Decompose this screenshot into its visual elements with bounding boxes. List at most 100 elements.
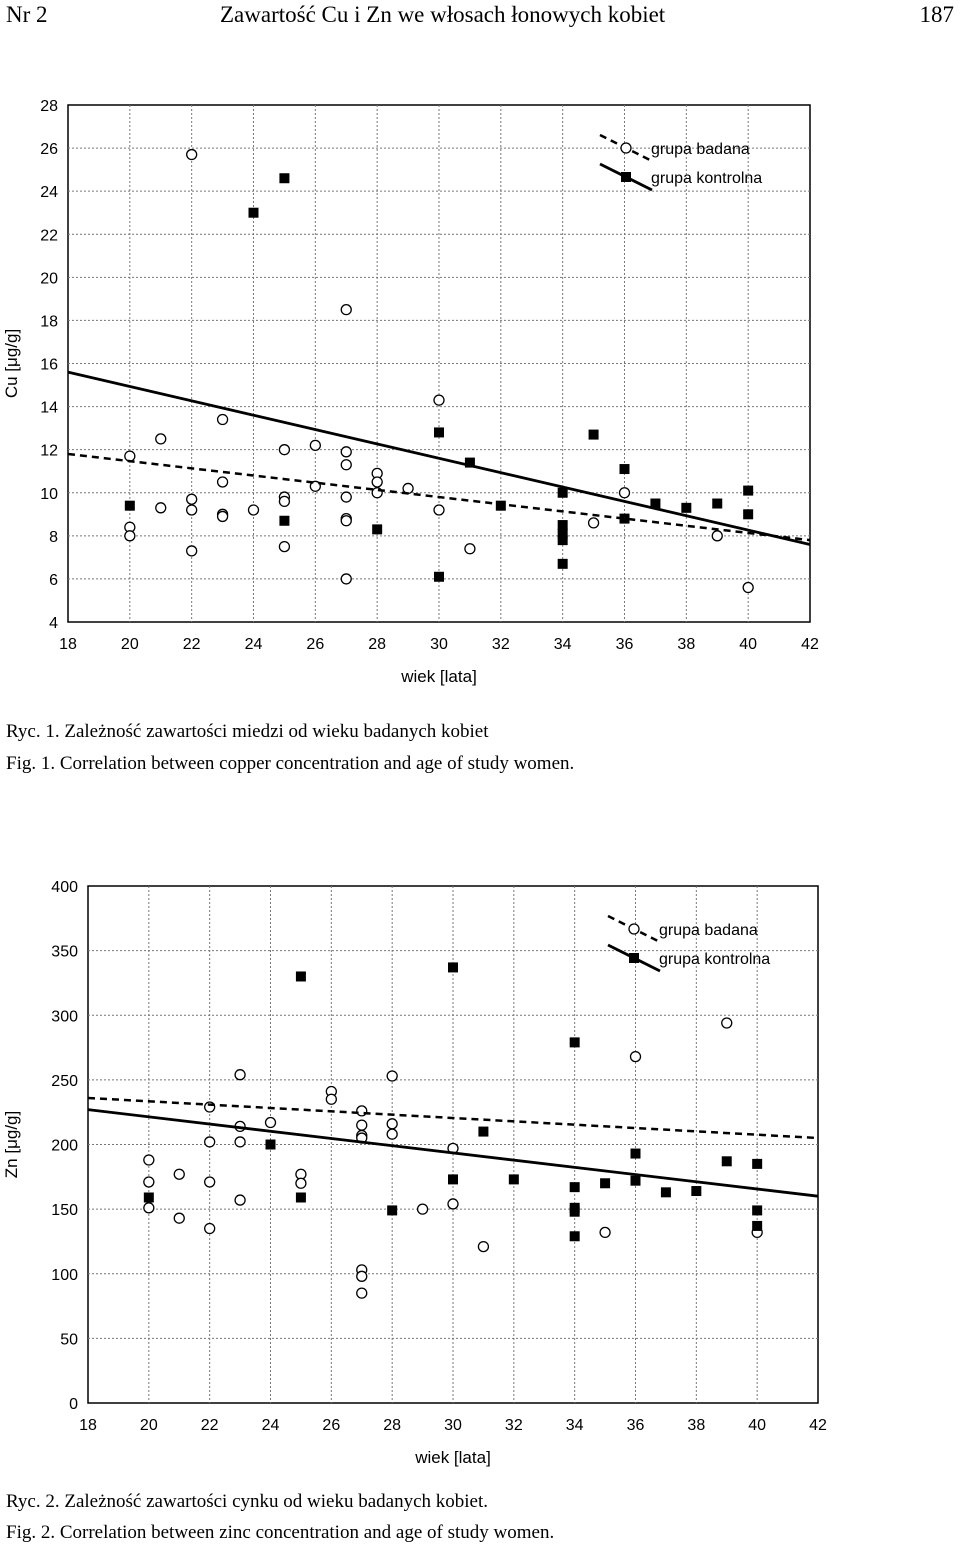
data-point-square [569,1206,580,1217]
x-tick-label: 28 [383,1417,401,1434]
legend-marker-square [621,172,631,182]
data-point-square [434,571,444,582]
figure2-caption-en: Fig. 2. Correlation between zinc concent… [6,1522,555,1543]
data-point-circle [155,433,167,445]
x-tick-label: 38 [677,636,695,653]
x-tick-label: 18 [79,1417,97,1434]
data-point-square [557,558,568,569]
data-point-circle [356,1287,368,1299]
x-axis-label: wiek [lata] [400,667,477,686]
legend-marker-circle [628,923,640,935]
y-tick-label: 10 [40,486,58,503]
y-tick-label: 350 [51,944,78,961]
x-tick-label: 42 [809,1417,827,1434]
x-tick-label: 42 [801,636,819,653]
y-tick-label: 28 [40,98,58,115]
data-point-circle [340,491,352,503]
data-point-square [619,513,630,524]
data-point-square [752,1220,763,1231]
series-grupa-badana [124,148,754,594]
data-point-circle [629,1050,642,1063]
x-tick-label: 24 [245,636,263,653]
y-tick-label: 250 [51,1073,78,1090]
figure1-caption-pl: Ryc. 1. Zależność zawartości miedzi od w… [6,721,489,742]
data-point-square [478,1126,489,1137]
data-point-circle [386,1118,398,1130]
data-point-square [248,207,259,218]
data-point-square [712,498,723,509]
y-tick-label: 400 [51,879,78,896]
y-tick-label: 200 [51,1138,78,1155]
trend-line [87,1108,819,1198]
y-tick-label: 100 [51,1267,78,1284]
zinc-scatter-chart: 18 20 22 24 26 28 30 32 34 36 38 40 42 0 50 100 150 200 25… [2,879,827,1467]
x-tick-label: 30 [444,1417,462,1434]
data-point-circle [216,413,229,426]
data-point-circle [204,1222,216,1235]
y-tick-label: 18 [40,313,58,330]
y-tick-label: 6 [49,572,58,589]
data-point-circle [433,394,445,406]
running-title: Zawartość Cu i Zn we włosach łonowych ko… [220,2,666,27]
legend-label: grupa badana [651,141,750,158]
data-point-circle [216,476,229,488]
legend-label: grupa badana [659,922,758,939]
data-point-square [124,500,135,511]
data-point-square [557,528,568,539]
data-point-square [495,500,506,511]
data-point-circle [587,517,600,529]
x-tick-label: 36 [616,636,634,653]
series-grupa-kontrolna [143,962,763,1242]
data-point-square [448,1174,458,1185]
data-point-square [557,535,568,546]
y-tick-label: 0 [69,1396,78,1413]
figure2-caption-pl: Ryc. 2. Zależność zawartości cynku od wi… [6,1491,488,1512]
data-point-square [387,1205,398,1216]
data-point-square [743,509,754,520]
x-tick-label: 40 [739,636,757,653]
data-point-circle [216,510,229,523]
data-point-square [508,1174,519,1185]
y-tick-label: 22 [40,227,58,244]
trend-line [67,370,811,546]
data-point-circle [447,1198,459,1210]
data-point-circle [340,459,352,471]
data-point-circle [234,1194,246,1206]
plot-frame [67,104,811,623]
data-point-circle [309,480,321,492]
data-point-square [295,971,306,982]
trend-line [67,452,811,542]
data-point-square [557,520,568,531]
y-tick-label: 14 [40,400,58,417]
y-tick-label: 4 [49,615,58,632]
data-point-square [588,429,599,440]
data-point-square [691,1186,702,1197]
x-tick-label: 26 [322,1417,340,1434]
data-point-circle [278,495,291,508]
x-tick-label: 34 [554,636,572,653]
x-tick-label: 22 [201,1417,219,1434]
legend-marker-circle [620,142,632,154]
data-point-circle [340,515,352,527]
y-tick-label: 300 [51,1008,78,1025]
legend-label: grupa kontrolna [659,951,770,968]
data-point-circle [143,1154,155,1166]
data-point-square [448,962,458,973]
data-point-square [600,1178,611,1189]
data-point-circle [340,573,352,585]
x-tick-label: 32 [505,1417,523,1434]
data-point-square [569,1231,580,1242]
data-point-circle [143,1176,155,1188]
x-tick-label: 20 [140,1417,158,1434]
data-point-circle [247,504,260,516]
data-point-circle [371,476,383,488]
data-point-square [143,1192,154,1203]
data-point-circle [433,504,445,516]
data-point-square [434,427,444,438]
data-point-square [630,1148,641,1159]
x-tick-label: 36 [627,1417,645,1434]
data-point-circle [155,502,167,514]
data-point-circle [721,1017,733,1029]
x-tick-label: 28 [368,636,386,653]
data-point-circle [599,1226,611,1239]
